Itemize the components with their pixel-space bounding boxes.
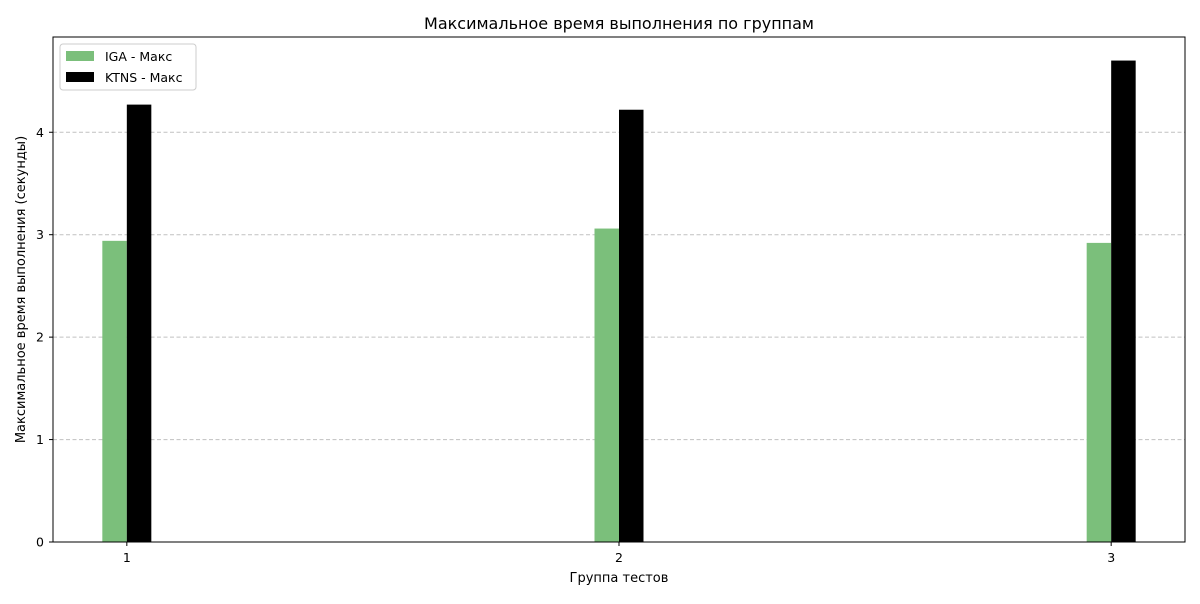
x-axis-label: Группа тестов xyxy=(570,571,669,586)
y-tick-label: 2 xyxy=(36,330,44,345)
chart-title: Максимальное время выполнения по группам xyxy=(424,14,814,33)
y-tick-label: 1 xyxy=(36,432,44,447)
x-tick-label: 3 xyxy=(1107,550,1115,565)
bar-ktns-1 xyxy=(126,104,152,542)
legend: IGA - Макс KTNS - Макс xyxy=(59,43,197,91)
y-axis-label: Максимальное время выполнения (секунды) xyxy=(14,136,29,443)
x-tick-label: 2 xyxy=(615,550,623,565)
y-axis-ticks: 0 1 2 3 4 xyxy=(36,125,53,550)
x-axis-ticks: 1 2 3 xyxy=(123,542,1115,565)
bar-iga-1 xyxy=(102,240,127,542)
legend-label-iga: IGA - Макс xyxy=(105,49,172,64)
y-tick-label: 3 xyxy=(36,227,44,242)
bar-iga-3 xyxy=(1086,242,1112,542)
legend-swatch-iga xyxy=(66,51,94,61)
y-tick-label: 0 xyxy=(36,535,44,550)
bar-iga-2 xyxy=(594,228,619,542)
legend-swatch-ktns xyxy=(66,72,94,82)
bar-ktns-3 xyxy=(1111,60,1136,542)
x-tick-label: 1 xyxy=(123,550,131,565)
bars xyxy=(102,60,1136,542)
legend-label-ktns: KTNS - Макс xyxy=(105,70,183,85)
y-tick-label: 4 xyxy=(36,125,44,140)
bar-ktns-2 xyxy=(619,109,644,542)
